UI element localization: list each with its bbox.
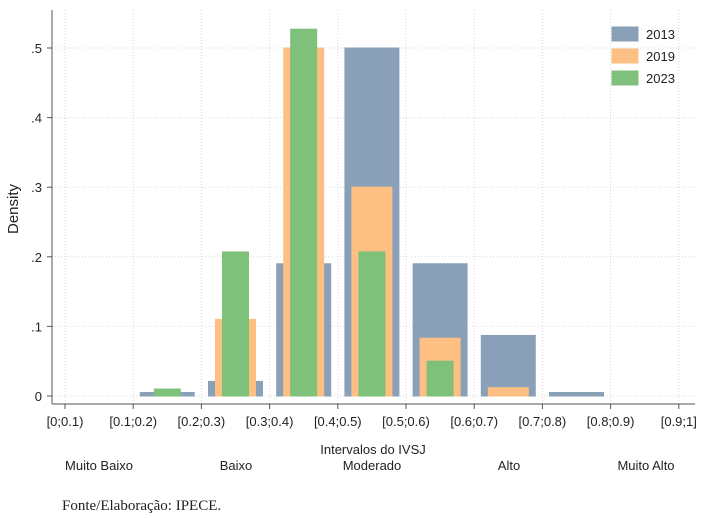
bar-2019-[0.6;0.7) bbox=[487, 387, 529, 397]
x-tick-label: [0.1;0.2) bbox=[109, 414, 157, 429]
category-group-label: Baixo bbox=[220, 458, 253, 473]
legend-swatch-2023 bbox=[611, 70, 639, 86]
source-note: Fonte/Elaboração: IPECE. bbox=[62, 498, 222, 514]
bar-2023-[0.2;0.3) bbox=[222, 251, 249, 397]
y-axis-title: Density bbox=[5, 183, 22, 234]
density-bar-chart: 0 .1 .2 .3 .4 .5 [0;0.1) [0.1;0.2) [0.2;0.3) [0.3… bbox=[5, 10, 697, 473]
bar-2023-[0.5;0.6) bbox=[426, 360, 454, 397]
category-group-label: Alto bbox=[498, 458, 520, 473]
x-tick-label: [0.3;0.4) bbox=[246, 414, 294, 429]
y-tick-label: .5 bbox=[31, 41, 42, 56]
y-tick-label: .3 bbox=[31, 180, 42, 195]
x-tick-label: [0.6;0.7) bbox=[450, 414, 498, 429]
x-tick-label: [0;0.1) bbox=[47, 414, 84, 429]
legend-label-2023: 2023 bbox=[646, 71, 675, 86]
y-tick-label: .2 bbox=[31, 250, 42, 265]
x-tick-label: [0.8;0.9) bbox=[587, 414, 635, 429]
y-tick-label: .4 bbox=[31, 111, 42, 126]
y-tick-label: .1 bbox=[31, 319, 42, 334]
x-axis-title: Intervalos do IVSJ bbox=[320, 442, 426, 457]
category-group-label: Muito Baixo bbox=[65, 458, 133, 473]
legend-swatch-2013 bbox=[611, 26, 639, 42]
bar-2013-[0.7;0.8) bbox=[549, 392, 604, 397]
legend-swatch-2019 bbox=[611, 48, 639, 64]
bar-2023-[0.1;0.2) bbox=[153, 388, 181, 397]
x-tick-label: [0.4;0.5) bbox=[314, 414, 362, 429]
y-tick-label: 0 bbox=[35, 389, 42, 404]
bar-2013-[0.6;0.7) bbox=[480, 334, 536, 397]
bar-2023-[0.3;0.4) bbox=[290, 28, 318, 397]
legend-label-2019: 2019 bbox=[646, 49, 675, 64]
x-tick-label: [0.9;1] bbox=[661, 414, 697, 429]
x-tick-label: [0.5;0.6) bbox=[382, 414, 430, 429]
x-tick-label: [0.2;0.3) bbox=[178, 414, 226, 429]
category-group-label: Muito Alto bbox=[617, 458, 674, 473]
bar-2023-[0.4;0.5) bbox=[358, 251, 386, 397]
legend-label-2013: 2013 bbox=[646, 27, 675, 42]
category-group-label: Moderado bbox=[343, 458, 402, 473]
x-tick-label: [0.7;0.8) bbox=[519, 414, 567, 429]
